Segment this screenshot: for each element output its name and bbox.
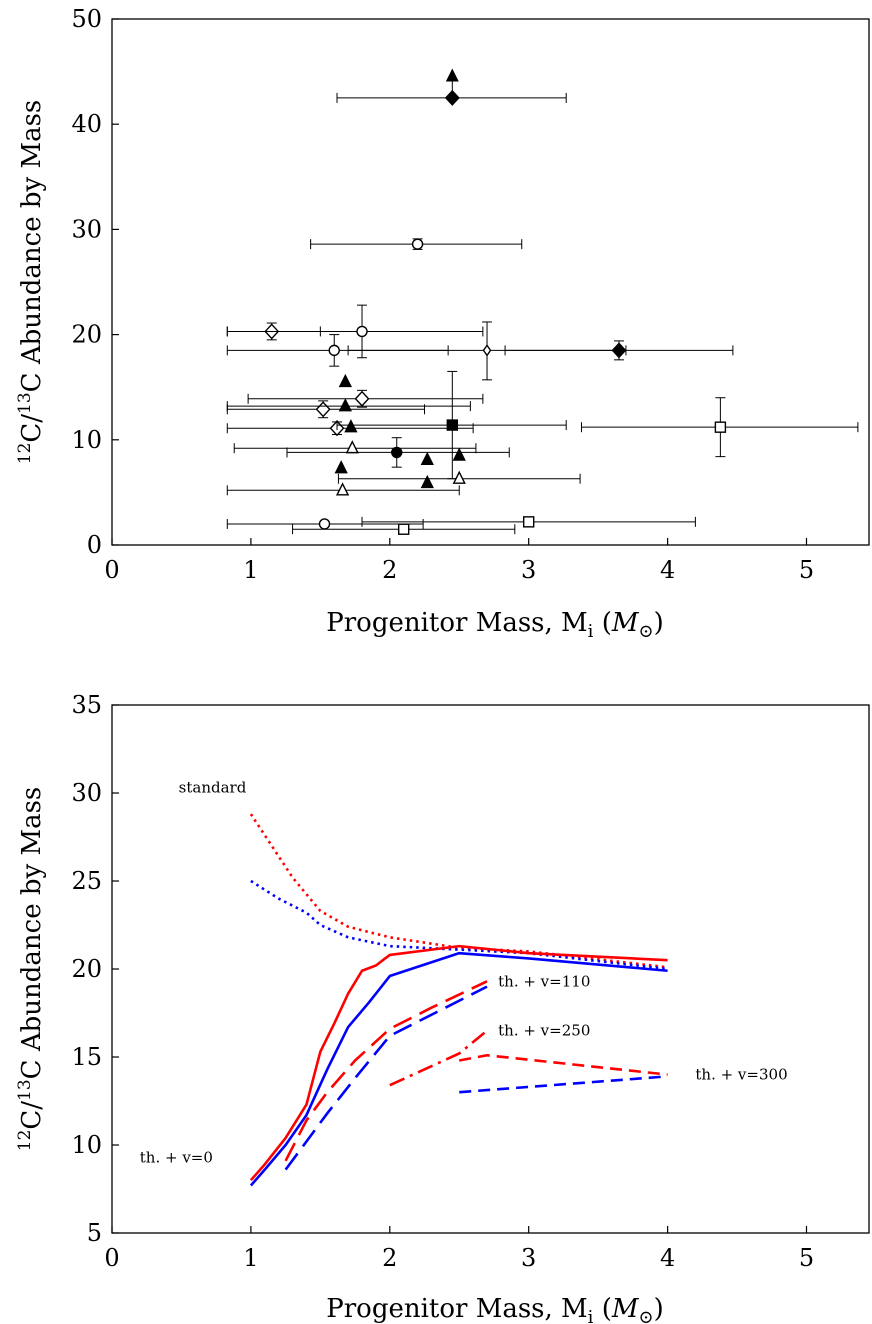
data-point xyxy=(420,474,434,489)
data-point xyxy=(338,373,352,388)
data-point xyxy=(344,419,358,433)
data-point xyxy=(334,460,348,474)
model-curve xyxy=(284,980,488,1162)
data-point xyxy=(336,68,567,106)
x-tick-label: 3 xyxy=(521,556,536,584)
curve-annotations: standard th. + v=110 th. + v=250 th. + v=30… xyxy=(140,779,788,1167)
model-curves xyxy=(249,813,668,1187)
y-tick-label: 30 xyxy=(71,779,102,807)
x-tick-label: 2 xyxy=(382,1244,397,1272)
y-tick-label: 25 xyxy=(71,867,102,895)
x-tick-label: 4 xyxy=(660,556,675,584)
axis-ticks: 0 1 2 3 4 5 5 10 15 20 25 30 35 xyxy=(71,691,814,1272)
data-point xyxy=(292,523,516,535)
x-tick-label: 0 xyxy=(104,556,119,584)
x-tick-label: 4 xyxy=(660,1244,675,1272)
data-point xyxy=(226,518,424,530)
model-curve xyxy=(250,879,668,971)
data-point xyxy=(226,482,460,496)
data-point xyxy=(226,400,426,419)
x-tick-label: 5 xyxy=(799,556,814,584)
data-point xyxy=(226,398,471,412)
y-tick-label: 50 xyxy=(71,5,102,33)
y-tick-label: 20 xyxy=(71,321,102,349)
y-tick-label: 35 xyxy=(71,691,102,719)
data-point xyxy=(361,516,696,528)
y-tick-label: 10 xyxy=(71,426,102,454)
y-tick-label: 40 xyxy=(71,110,102,138)
data-point xyxy=(580,397,859,458)
y-tick-label: 0 xyxy=(87,531,102,559)
model-curve xyxy=(249,813,668,969)
model-curve xyxy=(284,985,488,1171)
data-point xyxy=(336,370,567,480)
x-tick-label: 1 xyxy=(243,556,258,584)
y-tick-label: 10 xyxy=(71,1131,102,1159)
model-curve xyxy=(389,1029,488,1087)
model-curve xyxy=(459,1053,668,1076)
data-point xyxy=(226,304,484,359)
data-point xyxy=(347,321,627,381)
data-point xyxy=(337,470,581,484)
limit-arrow xyxy=(445,68,459,82)
model-curve xyxy=(249,944,668,1182)
model-curve xyxy=(459,1075,668,1094)
curve-annotation: th. + v=300 xyxy=(695,1066,787,1084)
data-point xyxy=(504,340,734,361)
line-panel: 0 1 2 3 4 5 5 10 15 20 25 30 35 standard th. + v=110 t… xyxy=(15,691,870,1324)
data-point xyxy=(310,238,523,250)
curve-annotation: standard xyxy=(179,779,247,797)
data-points xyxy=(226,68,859,535)
curve-annotation: th. + v=110 xyxy=(498,972,590,990)
curve-annotation: th. + v=250 xyxy=(498,1022,590,1040)
x-tick-label: 3 xyxy=(521,1244,536,1272)
data-point xyxy=(420,451,434,465)
data-point xyxy=(233,440,477,454)
model-curve xyxy=(249,951,668,1187)
curve-annotation: th. + v=0 xyxy=(140,1148,213,1166)
data-point xyxy=(247,389,484,408)
x-tick-label: 1 xyxy=(243,1244,258,1272)
y-tick-label: 15 xyxy=(71,1043,102,1071)
y-axis-label: 12C/13C Abundance by Mass xyxy=(15,787,47,1152)
x-tick-label: 5 xyxy=(799,1244,814,1272)
y-tick-label: 5 xyxy=(87,1219,102,1247)
x-tick-label: 0 xyxy=(104,1244,119,1272)
y-tick-label: 20 xyxy=(71,955,102,983)
x-axis-label: Progenitor Mass, Mi (M⊙) xyxy=(326,1294,663,1324)
data-point xyxy=(452,447,466,461)
data-point xyxy=(286,437,510,468)
y-tick-label: 30 xyxy=(71,215,102,243)
plot-frame xyxy=(111,18,870,546)
x-tick-label: 2 xyxy=(382,556,397,584)
y-axis-label: 12C/13C Abundance by Mass xyxy=(15,100,47,465)
x-axis-label: Progenitor Mass, Mi (M⊙) xyxy=(326,608,663,642)
